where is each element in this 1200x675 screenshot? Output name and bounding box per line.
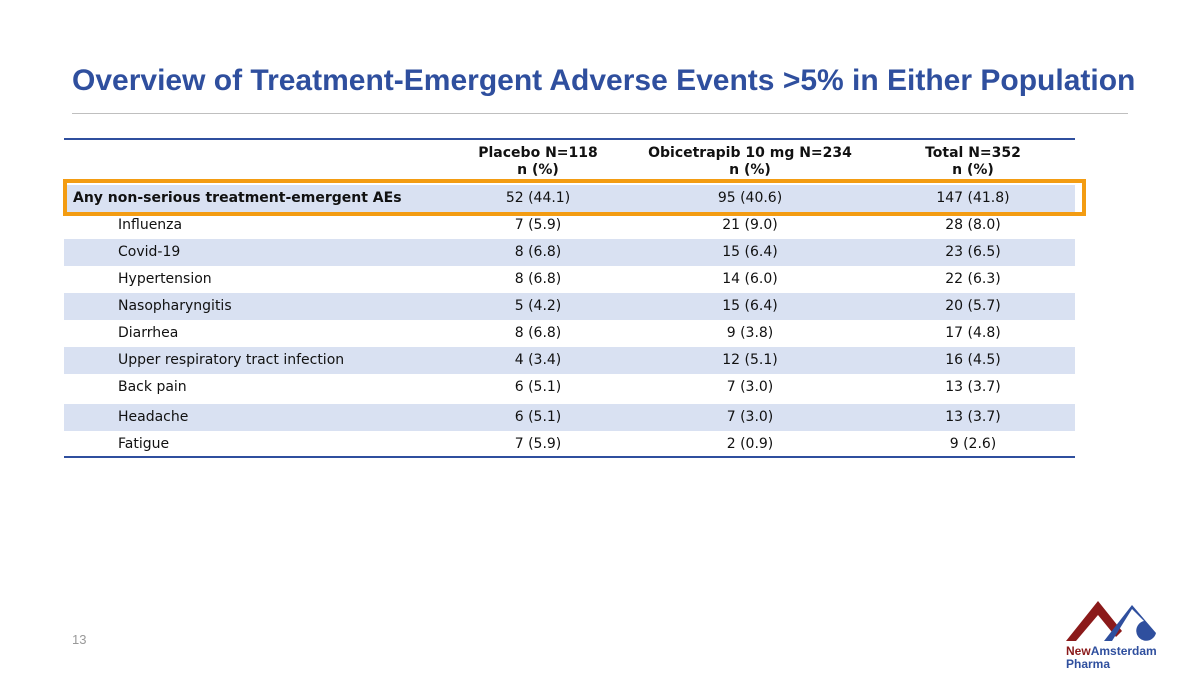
table-cell: 9 (3.8) [726, 325, 774, 341]
table: Placebo N=118 n (%) Obicetrapib 10 mg N=23… [64, 145, 1093, 458]
table-row: Diarrhea 8 (6.8) 9 (3.8) 17 (4.8) [64, 320, 1075, 347]
table-cell: 8 (6.8) [514, 244, 562, 260]
header-line: Placebo N=118 [478, 145, 598, 161]
table-cell: 5 (4.2) [514, 298, 562, 314]
row-label: Nasopharyngitis [118, 298, 232, 314]
table-row: Upper respiratory tract infection 4 (3.4)… [64, 347, 1075, 374]
row-label: Fatigue [118, 436, 170, 452]
row-label: Covid-19 [118, 244, 181, 260]
table-cell: 6 (5.1) [514, 379, 562, 395]
highlight-box [63, 179, 1086, 216]
logo-mark [1066, 601, 1156, 641]
table-row: Any non-serious treatment-emergent AEs 52… [64, 185, 1075, 212]
table-cell: 7 (5.9) [514, 217, 562, 233]
row-label: Diarrhea [118, 325, 179, 341]
title-rule [72, 113, 1128, 114]
table-row: Nasopharyngitis 5 (4.2) 15 (6.4) 20 (5.7) [64, 293, 1075, 320]
row-label: Headache [118, 409, 189, 425]
table-cell: 13 (3.7) [945, 409, 1001, 425]
table-top-rule [64, 138, 1075, 140]
page-number: 13 [72, 632, 87, 647]
column-header: Obicetrapib 10 mg N=234 n (%) [630, 145, 870, 179]
header-unit: n (%) [517, 162, 559, 178]
row-label: Any non-serious treatment-emergent AEs [73, 190, 402, 206]
table-cell: 22 (6.3) [945, 271, 1001, 287]
table-cell: 21 (9.0) [722, 217, 778, 233]
table-cell: 6 (5.1) [514, 409, 562, 425]
slide-title: Overview of Treatment-Emergent Adverse E… [72, 64, 1136, 97]
header-unit: n (%) [729, 162, 771, 178]
table-cell: 2 (0.9) [726, 436, 774, 452]
row-label: Hypertension [118, 271, 212, 287]
table-row: Back pain 6 (5.1) 7 (3.0) 13 (3.7) [64, 374, 1075, 401]
logo-text: NewAmsterdam Pharma [1066, 645, 1157, 671]
table-cell: 17 (4.8) [945, 325, 1001, 341]
table-row: Covid-19 8 (6.8) 15 (6.4) 23 (6.5) [64, 239, 1075, 266]
table-cell: 15 (6.4) [722, 298, 778, 314]
table-cell: 95 (40.6) [717, 190, 783, 206]
table-cell: 13 (3.7) [945, 379, 1001, 395]
logo-peak-red [1066, 601, 1122, 641]
logo-pharma: Pharma [1066, 657, 1111, 671]
row-label: Upper respiratory tract infection [118, 352, 345, 368]
table-cell: 8 (6.8) [514, 271, 562, 287]
table-cell: 7 (3.0) [726, 379, 774, 395]
header-unit: n (%) [952, 162, 994, 178]
column-header: Total N=352 n (%) [853, 145, 1093, 179]
table-cell: 9 (2.6) [949, 436, 997, 452]
table-row: Headache 6 (5.1) 7 (3.0) 13 (3.7) [64, 404, 1075, 431]
table-cell: 8 (6.8) [514, 325, 562, 341]
table-cell: 14 (6.0) [722, 271, 778, 287]
table-cell: 23 (6.5) [945, 244, 1001, 260]
table-cell: 15 (6.4) [722, 244, 778, 260]
row-label: Influenza [118, 217, 183, 233]
header-line: Total N=352 [925, 145, 1021, 161]
table-cell: 147 (41.8) [936, 190, 1010, 206]
table-row: Fatigue 7 (5.9) 2 (0.9) 9 (2.6) [64, 431, 1075, 458]
table-cell: 7 (3.0) [726, 409, 774, 425]
table-bottom-rule [64, 456, 1075, 458]
table-cell: 28 (8.0) [945, 217, 1001, 233]
table-row: Influenza 7 (5.9) 21 (9.0) 28 (8.0) [64, 212, 1075, 239]
table-cell: 20 (5.7) [945, 298, 1001, 314]
row-label: Back pain [118, 379, 187, 395]
logo-new: New [1066, 644, 1091, 658]
logo-amsterdam: Amsterdam [1090, 644, 1157, 658]
table-cell: 4 (3.4) [514, 352, 562, 368]
column-header: Placebo N=118 n (%) [418, 145, 658, 179]
table-cell: 52 (44.1) [505, 190, 571, 206]
table-cell: 7 (5.9) [514, 436, 562, 452]
table-cell: 12 (5.1) [722, 352, 778, 368]
logo-peak-blue [1104, 605, 1156, 641]
table-row: Hypertension 8 (6.8) 14 (6.0) 22 (6.3) [64, 266, 1075, 293]
header-line: Obicetrapib 10 mg N=234 [648, 145, 852, 161]
table-cell: 16 (4.5) [945, 352, 1001, 368]
